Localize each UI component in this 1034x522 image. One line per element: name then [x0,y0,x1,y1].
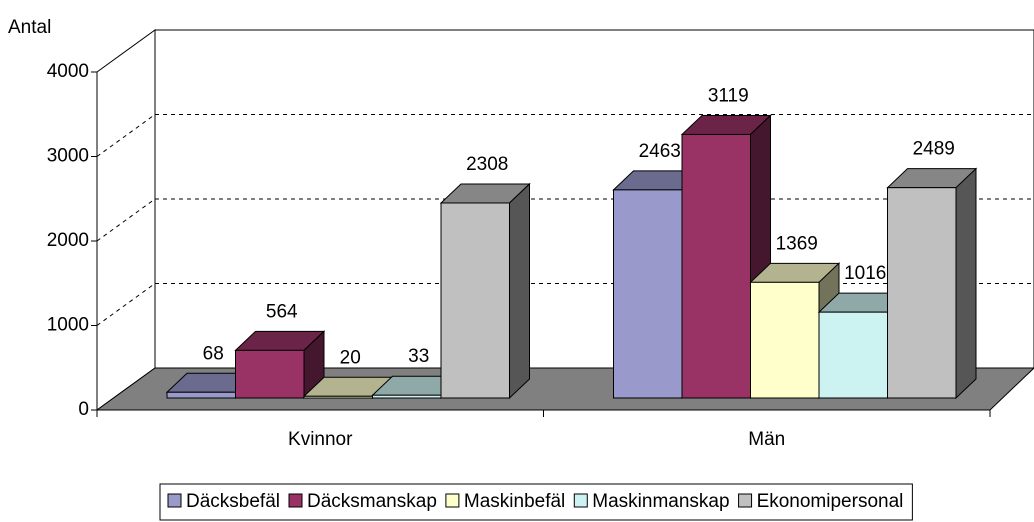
legend-swatch [573,493,588,508]
y-tick-label: 2000 [47,230,89,251]
y-tick-label: 3000 [47,146,89,167]
value-label: 3119 [708,85,749,106]
bar [234,330,326,400]
bar [886,167,978,400]
legend-swatch [288,493,303,508]
x-tick-label: Kvinnor [288,429,353,450]
legend-label: Däcksmanskap [307,491,437,512]
value-label: 564 [266,301,298,322]
value-label: 2489 [913,139,955,160]
value-label: 1369 [776,233,818,254]
bar-front [750,281,820,399]
value-label: 33 [408,346,429,367]
value-label: 2308 [466,154,508,175]
y-axis-label: Antal [8,17,51,38]
legend-swatch [445,493,460,508]
bar-side [955,167,977,400]
grid-line [96,114,156,157]
value-label: 1016 [844,263,886,284]
legend-swatch [738,493,753,508]
value-label: 20 [340,347,361,368]
legend-swatch [167,493,182,508]
bar-front [613,189,683,399]
bar-front [303,395,373,399]
bar-front [166,391,236,399]
bar-front [440,202,510,399]
grid-line [96,283,156,326]
value-label: 68 [203,343,224,364]
bar-front [235,349,305,399]
bar-front [818,311,888,399]
legend-label: Maskinbefäl [464,491,565,512]
legend-label: Däcksbefäl [186,491,280,512]
x-tick-label: Män [748,429,785,450]
bar-front [372,394,442,399]
legend: Däcksbefäl Däcksmanskap Maskinbefäl Maskinm… [159,483,913,521]
grid-line [96,198,156,242]
legend-label: Maskinmanskap [592,491,729,512]
bar-side [509,182,530,400]
bar-front [887,187,957,399]
y-tick-label: 0 [78,399,89,420]
y-tick-label: 4000 [47,61,89,82]
value-label: 2463 [639,141,681,162]
legend-box [159,483,913,521]
y-tick-label: 1000 [47,315,89,336]
legend-label: Ekonomipersonal [757,491,904,512]
bar [439,182,531,400]
bar-front [681,133,751,399]
